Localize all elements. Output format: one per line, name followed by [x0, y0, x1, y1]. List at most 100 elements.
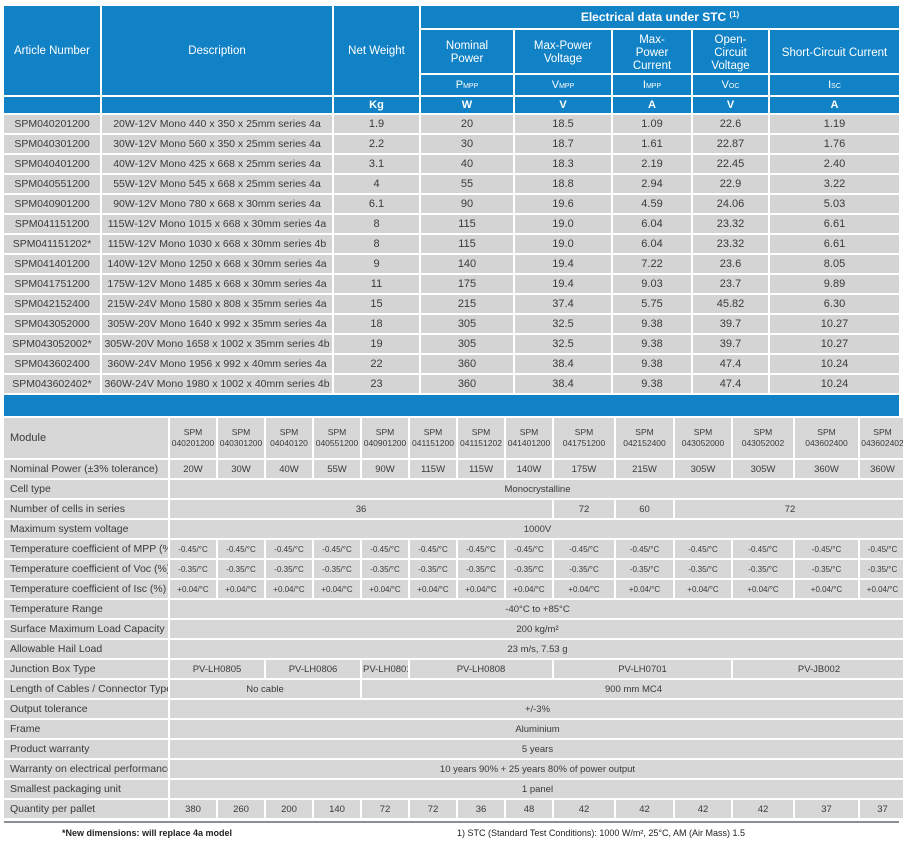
elec-col-symbol-0: PMPP: [421, 75, 513, 95]
voc-cell: 22.9: [693, 175, 768, 193]
property-value-cell: +0.04/°C: [314, 580, 360, 598]
net-weight-cell: 18: [334, 315, 419, 333]
table-row: SPM043602400 360W-24V Mono 1956 x 992 x 4…: [4, 355, 900, 373]
voc-cell: 22.87: [693, 135, 768, 153]
elec-col-name-line: Power: [635, 47, 669, 59]
description-header: Description: [102, 6, 332, 95]
property-row: Maximum system voltage 1000V: [4, 520, 903, 538]
impp-cell: 9.38: [613, 315, 691, 333]
isc-cell: 10.27: [770, 315, 900, 333]
elec-col-name-2: Max- Power Current: [613, 30, 691, 73]
vmpp-cell: 19.0: [515, 215, 611, 233]
property-value-cell: -0.45/°C: [218, 540, 264, 558]
electrical-symbols-row: PMPP VMPP IMPP VOC ISC: [4, 75, 900, 95]
property-value-cell: 30W: [218, 460, 264, 478]
property-value-cell: +0.04/°C: [860, 580, 903, 598]
net-weight-cell: 8: [334, 215, 419, 233]
property-value-cell: +0.04/°C: [458, 580, 504, 598]
property-label: Temperature coefficient of Voc (%): [4, 560, 168, 578]
isc-cell: 5.03: [770, 195, 900, 213]
voc-cell: 45.82: [693, 295, 768, 313]
article-number-header: Article Number: [4, 6, 100, 95]
property-value-cell: 10 years 90% + 25 years 80% of power out…: [170, 760, 903, 778]
electrical-column-names-row: Nominal Power Max-Power Voltage Max- Power Cur…: [4, 30, 900, 73]
voc-cell: 23.32: [693, 235, 768, 253]
voc-cell: 22.6: [693, 115, 768, 133]
property-value-cell: -0.45/°C: [170, 540, 216, 558]
pmpp-cell: 215: [421, 295, 513, 313]
table-row: SPM040401200 40W-12V Mono 425 x 668 x 25m…: [4, 155, 900, 173]
property-value-cell: -0.45/°C: [266, 540, 312, 558]
description-cell: 175W-12V Mono 1485 x 668 x 30mm series 4…: [102, 275, 332, 293]
vmpp-cell: 38.4: [515, 375, 611, 393]
module-prefix: SPM: [423, 427, 443, 437]
elec-col-symbol-4: ISC: [770, 75, 900, 95]
module-header-cell: SPM 040901200: [362, 418, 408, 458]
table-row: SPM043052002* 305W-20V Mono 1658 x 1002 x…: [4, 335, 900, 353]
property-row: Smallest packaging unit 1 panel: [4, 780, 903, 798]
description-cell: 360W-24V Mono 1956 x 992 x 40mm series 4…: [102, 355, 332, 373]
property-label: Cell type: [4, 480, 168, 498]
module-number: 042152400: [623, 438, 666, 448]
article-number-cell: SPM043602402*: [4, 375, 100, 393]
elec-col-name-3: Open- Circuit Voltage: [693, 30, 768, 73]
property-value-cell: No cable: [170, 680, 360, 698]
property-value-cell: -0.35/°C: [554, 560, 614, 578]
property-row: Temperature coefficient of Voc (%) -0.35/…: [4, 560, 903, 578]
vmpp-cell: 37.4: [515, 295, 611, 313]
property-row: Temperature coefficient of Isc (%) +0.04/…: [4, 580, 903, 598]
property-value-cell: +0.04/°C: [506, 580, 552, 598]
module-number: 040201200: [171, 438, 215, 448]
property-value-cell: 72: [675, 500, 903, 518]
elec-col-unit-4: A: [770, 97, 900, 113]
module-header-cell: SPM 041151202: [458, 418, 504, 458]
property-value-cell: 140: [314, 800, 360, 818]
property-label: Warranty on electrical performance: [4, 760, 168, 778]
isc-cell: 8.05: [770, 255, 900, 273]
property-value-cell: -0.45/°C: [616, 540, 673, 558]
elec-col-name-line: Voltage: [711, 60, 750, 72]
isc-cell: 9.89: [770, 275, 900, 293]
vmpp-cell: 19.0: [515, 235, 611, 253]
module-prefix: SPM: [327, 427, 347, 437]
elec-col-name-line: Open-: [714, 34, 747, 46]
elec-col-unit-3: V: [693, 97, 768, 113]
vmpp-cell: 38.4: [515, 355, 611, 373]
property-value-cell: -0.45/°C: [733, 540, 793, 558]
module-prefix: SPM: [817, 427, 836, 437]
vmpp-cell: 19.6: [515, 195, 611, 213]
isc-cell: 10.24: [770, 375, 900, 393]
impp-cell: 7.22: [613, 255, 691, 273]
table-row: SPM043602402* 360W-24V Mono 1980 x 1002 x…: [4, 375, 900, 393]
pmpp-cell: 20: [421, 115, 513, 133]
module-number: 041751200: [562, 438, 606, 448]
vmpp-cell: 18.7: [515, 135, 611, 153]
property-label: Maximum system voltage: [4, 520, 168, 538]
isc-cell: 10.27: [770, 335, 900, 353]
property-value-cell: 36: [458, 800, 504, 818]
article-number-cell: SPM041151202*: [4, 235, 100, 253]
module-header-cell: SPM 040301200: [218, 418, 264, 458]
section-divider-bar: [4, 395, 899, 416]
article-number-cell: SPM041401200: [4, 255, 100, 273]
voc-cell: 23.6: [693, 255, 768, 273]
property-label: Smallest packaging unit: [4, 780, 168, 798]
table-row: SPM043052000 305W-20V Mono 1640 x 992 x 3…: [4, 315, 900, 333]
elec-col-name-text-1: Max-Power Voltage: [516, 31, 610, 72]
property-value-cell: -40°C to +85°C: [170, 600, 903, 618]
new-dimensions-note: *New dimensions: will replace 4a model: [62, 828, 233, 838]
vmpp-cell: 32.5: [515, 335, 611, 353]
module-table-body: Module SPM 040201200 SPM 040301200 SPM 040401…: [4, 418, 903, 818]
description-cell: 115W-12V Mono 1015 x 668 x 30mm series 4…: [102, 215, 332, 233]
property-value-cell: 23 m/s, 7.53 g: [170, 640, 903, 658]
voc-cell: 24.06: [693, 195, 768, 213]
elec-col-unit-1: V: [515, 97, 611, 113]
table-row: SPM042152400 215W-24V Mono 1580 x 808 x 3…: [4, 295, 900, 313]
description-cell: 305W-20V Mono 1658 x 1002 x 35mm series …: [102, 335, 332, 353]
description-cell: 305W-20V Mono 1640 x 992 x 35mm series 4…: [102, 315, 332, 333]
property-value-cell: +0.04/°C: [362, 580, 408, 598]
module-prefix: SPM: [693, 427, 713, 437]
voc-cell: 23.32: [693, 215, 768, 233]
impp-cell: 6.04: [613, 235, 691, 253]
impp-cell: 9.38: [613, 375, 691, 393]
